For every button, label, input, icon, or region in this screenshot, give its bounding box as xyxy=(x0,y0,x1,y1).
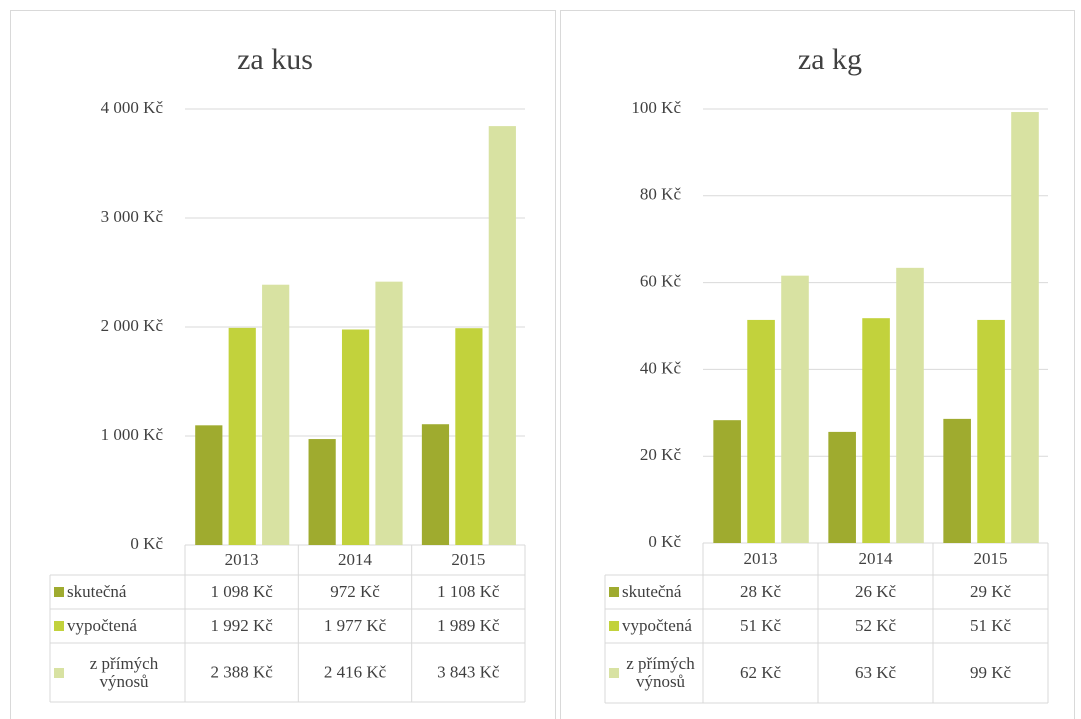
y-tick-label: 80 Kč xyxy=(640,185,682,204)
data-label: 1 992 Kč xyxy=(211,616,274,635)
legend-swatch xyxy=(609,587,619,597)
x-tick-label: 2015 xyxy=(451,550,485,569)
y-tick-label: 0 Kč xyxy=(648,532,681,551)
y-tick-label: 0 Kč xyxy=(130,534,163,553)
y-tick-label: 20 Kč xyxy=(640,445,682,464)
bar xyxy=(862,318,890,543)
bar xyxy=(977,319,1005,543)
legend-cell: skutečná xyxy=(54,575,181,609)
legend-label: z přímých výnosů xyxy=(626,654,695,691)
x-tick-label: 2013 xyxy=(225,550,259,569)
bar xyxy=(262,284,290,545)
data-label: 3 843 Kč xyxy=(437,662,500,681)
data-label: 51 Kč xyxy=(970,616,1012,635)
legend-entry: z přímých výnosů xyxy=(609,643,699,703)
x-tick-label: 2013 xyxy=(744,549,778,568)
bar xyxy=(713,420,741,543)
legend-swatch xyxy=(609,621,619,631)
bar xyxy=(455,328,483,545)
legend-cell: vypočtená xyxy=(54,609,181,643)
bar xyxy=(195,425,223,545)
bar xyxy=(488,126,516,545)
y-tick-label: 100 Kč xyxy=(631,98,681,117)
bar xyxy=(747,319,775,543)
legend-cell: z přímých výnosů xyxy=(54,643,181,702)
bar xyxy=(781,275,809,543)
legend-swatch xyxy=(609,668,619,678)
legend-entry: vypočtená xyxy=(54,609,181,643)
legend-entry: vypočtená xyxy=(609,609,699,643)
x-tick-label: 2014 xyxy=(859,549,894,568)
bar xyxy=(828,431,856,543)
y-tick-label: 40 Kč xyxy=(640,358,682,377)
x-tick-label: 2014 xyxy=(338,550,373,569)
legend-entry: z přímých výnosů xyxy=(54,643,181,702)
y-tick-label: 1 000 Kč xyxy=(101,425,164,444)
data-label: 63 Kč xyxy=(855,663,897,682)
data-label: 1 108 Kč xyxy=(437,582,500,601)
bar xyxy=(308,439,336,545)
legend-entry: skutečná xyxy=(609,575,699,609)
legend-label: skutečná xyxy=(67,582,127,601)
data-label: 2 388 Kč xyxy=(211,662,274,681)
legend-swatch xyxy=(54,667,64,678)
data-label: 1 977 Kč xyxy=(324,616,387,635)
data-label: 62 Kč xyxy=(740,663,782,682)
bar xyxy=(375,281,403,545)
data-label: 99 Kč xyxy=(970,663,1012,682)
data-label: 1 098 Kč xyxy=(211,582,274,601)
legend-label: vypočtená xyxy=(622,616,692,635)
data-label: 29 Kč xyxy=(970,582,1012,601)
y-tick-label: 4 000 Kč xyxy=(101,98,164,117)
data-label: 28 Kč xyxy=(740,582,782,601)
legend-label: skutečná xyxy=(622,582,682,601)
data-label: 51 Kč xyxy=(740,616,782,635)
bar xyxy=(1011,112,1039,544)
legend-swatch xyxy=(54,587,64,597)
legend-label: z přímých výnosů xyxy=(89,653,159,691)
panel-border xyxy=(560,10,1075,719)
legend-cell: vypočtená xyxy=(609,609,699,643)
x-tick-label: 2015 xyxy=(974,549,1008,568)
chart-title: za kg xyxy=(798,43,862,76)
bar xyxy=(896,267,924,543)
data-label: 52 Kč xyxy=(855,616,897,635)
y-tick-label: 2 000 Kč xyxy=(101,316,164,335)
data-label: 2 416 Kč xyxy=(324,662,387,681)
chart-title: za kus xyxy=(237,43,313,76)
y-tick-label: 60 Kč xyxy=(640,272,682,291)
y-tick-label: 3 000 Kč xyxy=(101,207,164,226)
data-label: 972 Kč xyxy=(330,582,380,601)
panel-border xyxy=(10,10,556,719)
data-label: 26 Kč xyxy=(855,582,897,601)
legend-swatch xyxy=(54,621,64,631)
bar xyxy=(228,327,256,545)
bar xyxy=(341,329,370,545)
bar xyxy=(943,418,971,543)
legend-label: vypočtená xyxy=(67,616,137,635)
bar xyxy=(421,424,450,545)
legend-cell: z přímých výnosů xyxy=(609,643,699,703)
legend-cell: skutečná xyxy=(609,575,699,609)
legend-entry: skutečná xyxy=(54,575,181,609)
data-label: 1 989 Kč xyxy=(437,616,500,635)
